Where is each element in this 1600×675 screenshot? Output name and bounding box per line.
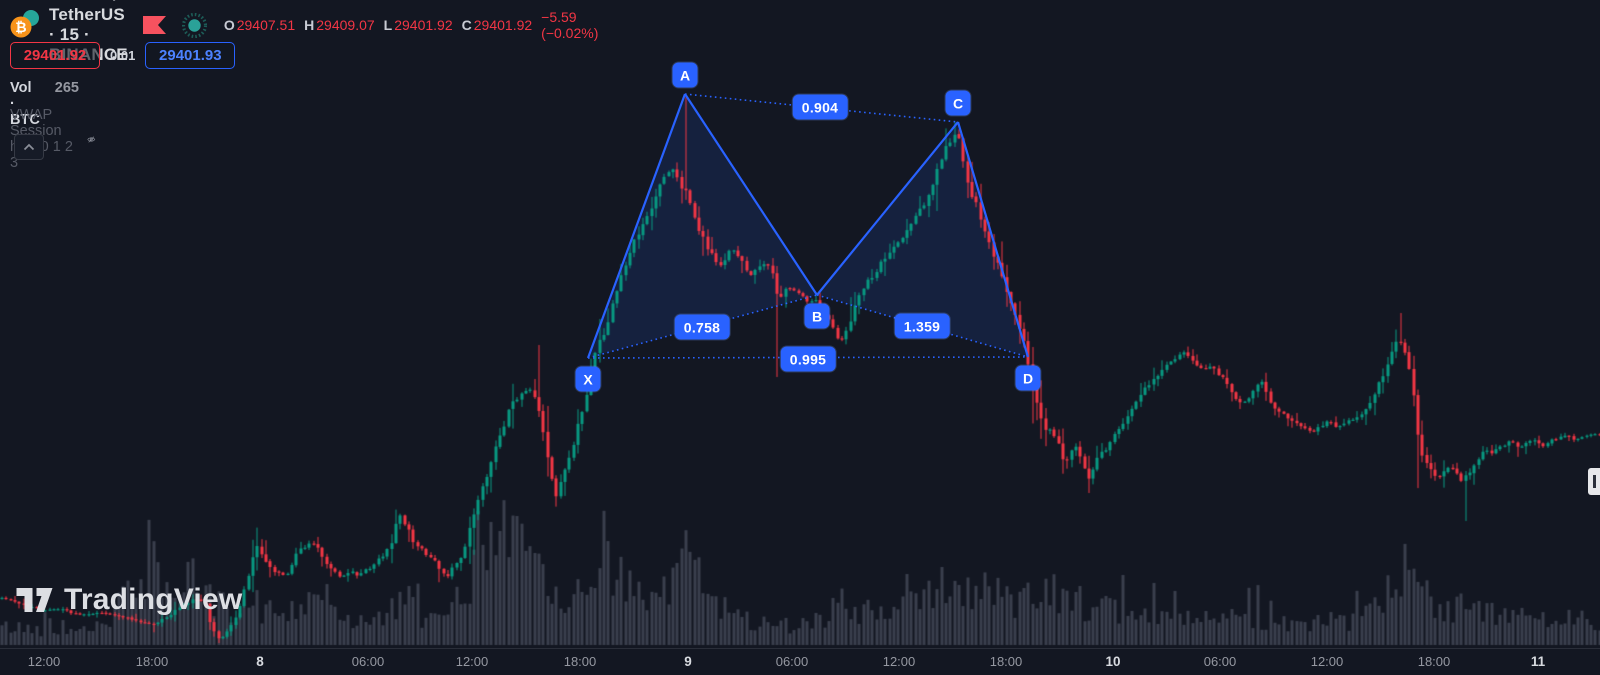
volume-row: Vol · BTC 265	[10, 80, 79, 128]
time-axis-label: 11	[1530, 654, 1546, 669]
buy-price-button[interactable]: 29401.93	[145, 42, 236, 69]
time-axis-label: 18:00	[1417, 654, 1451, 669]
low-value: 29401.92	[394, 17, 453, 33]
time-axis-label: 06:00	[775, 654, 809, 669]
close-value: 29401.92	[473, 17, 533, 33]
time-axis-label: 12:00	[27, 654, 61, 669]
pattern-point-x[interactable]: X	[575, 366, 601, 392]
time-axis-label: 8	[256, 654, 264, 669]
market-status-icon[interactable]	[181, 12, 207, 38]
chevron-up-icon	[23, 143, 35, 151]
time-axis-label: 12:00	[1310, 654, 1344, 669]
time-axis[interactable]: 12:00 18:00 8 06:00 12:00 18:00 9 06:00 12:00 18:…	[0, 648, 1600, 675]
bid-ask-row: 29401.92 0.01 29401.93	[10, 42, 236, 69]
ohlc-values: O 29407.51 H 29409.07 L 29401.92 C 29401…	[224, 9, 599, 41]
time-axis-label: 9	[684, 654, 692, 669]
ratio-label-ac[interactable]: 0.904	[792, 94, 848, 120]
time-axis-label: 18:00	[563, 654, 597, 669]
ratio-label-xb[interactable]: 0.758	[674, 314, 730, 340]
close-label: C	[461, 17, 472, 33]
pattern-point-a[interactable]: A	[672, 62, 698, 88]
svg-text:₿: ₿	[15, 20, 26, 36]
spread-value: 0.01	[110, 48, 136, 63]
time-axis-label: 06:00	[1203, 654, 1237, 669]
time-axis-label: 06:00	[351, 654, 385, 669]
high-value: 29409.07	[316, 17, 375, 33]
time-axis-label: 18:00	[135, 654, 169, 669]
volume-value: 265	[54, 80, 79, 96]
pattern-point-d[interactable]: D	[1015, 365, 1041, 391]
clipped-price-label	[1588, 468, 1600, 495]
time-axis-label: 10	[1105, 654, 1121, 669]
symbol-row: ₿ Bitcoin / TetherUS · 15 · BINANCE O 29…	[8, 0, 599, 64]
legend-collapse-button[interactable]	[14, 134, 44, 160]
symbol-logo-icon: ₿	[8, 9, 42, 41]
volume-label: Vol · BTC	[10, 80, 40, 128]
time-axis-label: 18:00	[989, 654, 1023, 669]
tradingview-watermark: TradingView	[14, 583, 242, 617]
flag-icon[interactable]	[142, 16, 166, 34]
low-label: L	[383, 17, 393, 33]
pattern-point-b[interactable]: B	[804, 303, 830, 329]
high-label: H	[304, 17, 315, 33]
ratio-label-xd[interactable]: 0.995	[780, 346, 836, 372]
watermark-text: TradingView	[64, 583, 243, 616]
open-label: O	[223, 17, 235, 33]
eye-hidden-icon[interactable]	[87, 130, 96, 149]
ratio-label-bd[interactable]: 1.359	[894, 313, 950, 339]
change-value: −5.59 (−0.02%)	[541, 9, 599, 41]
time-axis-label: 12:00	[455, 654, 489, 669]
tradingview-logo-icon	[16, 588, 53, 612]
time-axis-label: 12:00	[882, 654, 916, 669]
sell-price-button[interactable]: 29401.92	[10, 42, 100, 69]
open-value: 29407.51	[236, 17, 296, 33]
pattern-point-c[interactable]: C	[945, 90, 971, 116]
